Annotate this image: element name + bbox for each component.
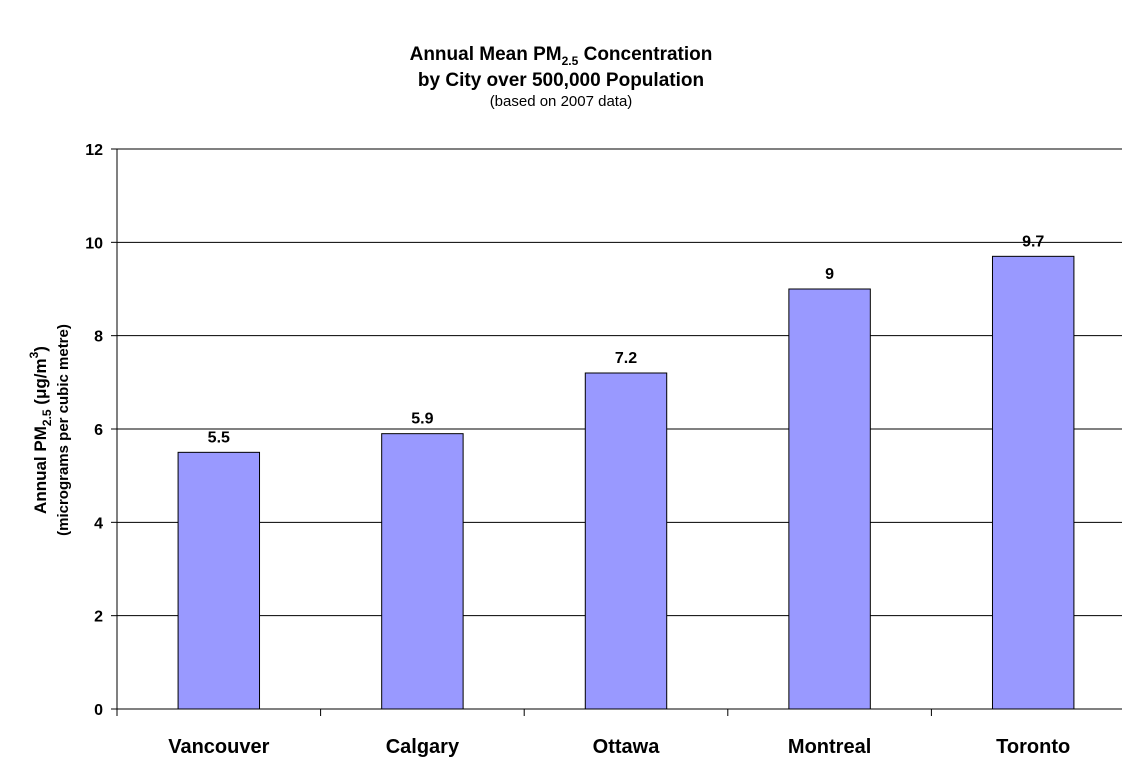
y-tick-label: 6: [94, 422, 103, 439]
data-label: 7.2: [615, 350, 637, 367]
data-label: 5.5: [208, 429, 230, 446]
x-tick-label: Ottawa: [593, 736, 661, 757]
chart-title: Annual Mean PM2.5 Concentration: [410, 44, 713, 68]
bar: [177, 451, 261, 710]
title-part: Annual Mean PM: [410, 44, 562, 65]
x-tick-label: Calgary: [386, 736, 460, 757]
y-tick-label: 10: [85, 235, 103, 252]
y-tick-label: 0: [94, 702, 103, 719]
title-part: Concentration: [578, 44, 712, 65]
data-label: 9: [825, 266, 834, 283]
y-tick-label: 4: [94, 515, 103, 532]
y-axis-label-line2: (micrograms per cubic metre): [55, 324, 72, 536]
y-tick-label: 2: [94, 609, 103, 626]
y-axis-label: Annual PM2.5 (μg/m3): [27, 346, 54, 514]
x-tick-label: Montreal: [788, 736, 871, 757]
y-label-superscript: 3: [27, 351, 41, 358]
bar: [584, 372, 668, 710]
chart-subtitle: (based on 2007 data): [490, 93, 633, 110]
bar: [381, 433, 464, 710]
y-label-part: ): [31, 346, 50, 352]
x-tick-label: Vancouver: [168, 736, 269, 757]
y-label-part: Annual PM: [31, 426, 50, 514]
y-label-subscript: 2.5: [40, 409, 54, 426]
bar: [991, 255, 1075, 710]
y-tick-label: 8: [94, 329, 103, 346]
title-subscript: 2.5: [562, 54, 579, 68]
bar: [788, 288, 871, 710]
y-label-part: (μg/m: [31, 358, 50, 409]
y-tick-label: 12: [85, 142, 103, 159]
x-tick-label: Toronto: [996, 736, 1070, 757]
data-label: 5.9: [411, 411, 433, 428]
chart-title-line2: by City over 500,000 Population: [418, 70, 704, 91]
data-label: 9.7: [1022, 233, 1044, 250]
